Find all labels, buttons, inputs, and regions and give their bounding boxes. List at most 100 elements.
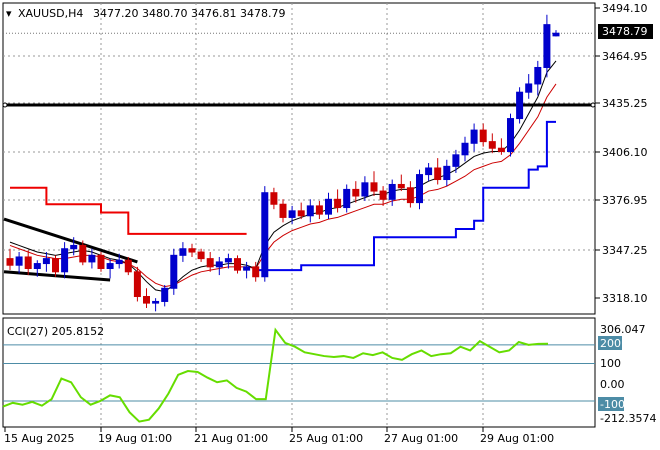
cci-axis[interactable]: 306.047 200 100 0.00 -100 -212.3574	[598, 323, 656, 425]
price-tick: 3435.25	[602, 97, 648, 110]
candle-body	[425, 167, 433, 176]
cci-pane[interactable]	[2, 317, 596, 428]
candle-body	[252, 266, 260, 278]
candle-body	[197, 251, 205, 260]
price-tick: 3494.10	[602, 2, 648, 15]
candle-body	[552, 32, 560, 37]
candle-body	[261, 192, 269, 278]
cci-tick-100: 100	[600, 357, 621, 370]
candle-body	[188, 248, 196, 253]
candle-body	[133, 271, 141, 298]
candle-body	[525, 83, 533, 93]
symbol-collapse-icon[interactable]: ▾	[6, 7, 12, 20]
candle-body	[516, 91, 524, 120]
candle-body	[497, 147, 505, 153]
candle-body	[507, 118, 514, 153]
candle-body	[15, 256, 23, 266]
cci-tick-max: 306.047	[600, 323, 646, 336]
candle-body	[42, 258, 50, 265]
candle-body	[88, 254, 96, 263]
candle-body	[243, 266, 251, 271]
candle-body	[61, 248, 69, 273]
candle-body	[315, 205, 323, 215]
time-label: 15 Aug 2025	[4, 432, 74, 445]
candle-body	[379, 190, 387, 200]
candle-body	[434, 167, 442, 181]
candle-body	[97, 254, 105, 270]
cci-tick-min: -212.3574	[600, 412, 656, 425]
candle-body	[143, 296, 150, 304]
candle-body	[161, 287, 169, 302]
candle-body	[452, 154, 460, 167]
candle-body	[406, 187, 414, 204]
candle-body	[461, 142, 469, 156]
candles	[6, 14, 560, 312]
resistance-band	[10, 186, 247, 235]
candle-body	[306, 205, 314, 217]
trendlines[interactable]	[2, 102, 596, 282]
candle-body	[206, 258, 214, 268]
cci-line	[2, 327, 549, 423]
time-axis[interactable]: 15 Aug 2025 19 Aug 01:00 21 Aug 01:00 25…	[4, 427, 554, 445]
candle-body	[24, 256, 32, 270]
candle-body	[79, 244, 87, 263]
candle-body	[224, 258, 232, 263]
candle-body	[352, 188, 360, 197]
cci-label: CCI(27) 205.8152	[7, 325, 104, 338]
ohlc-readout: 3477.20 3480.70 3476.81 3478.79	[93, 7, 285, 20]
cci-tick-0: 0.00	[600, 378, 625, 391]
candle-body	[479, 129, 487, 143]
candle-body	[325, 198, 332, 215]
candle-body	[6, 258, 14, 266]
price-axis[interactable]: 3494.10 3464.95 3435.25 3406.10 3376.95 …	[595, 2, 648, 305]
candle-body	[361, 182, 369, 197]
price-tick: 3406.10	[602, 146, 648, 159]
time-label: 19 Aug 01:00	[98, 432, 172, 445]
candle-body	[106, 263, 114, 270]
cci-tick-200: 200	[600, 337, 621, 350]
candle-body	[388, 183, 396, 200]
candle-body	[297, 210, 305, 217]
candle-body	[279, 203, 287, 218]
current-price-label: 3478.79	[598, 24, 653, 39]
cci-indicator	[2, 327, 549, 423]
price-tick: 3347.25	[602, 244, 648, 257]
candle-body	[124, 259, 132, 273]
candle-body	[270, 192, 278, 205]
candle-body	[215, 261, 223, 268]
cci-tick-minus100: -100	[600, 398, 625, 411]
candle-body	[397, 183, 405, 189]
candle-body	[443, 165, 451, 181]
candle-body	[115, 259, 123, 265]
price-tick: 3376.95	[602, 194, 648, 207]
candle-body	[343, 188, 351, 209]
hline-anchor-left	[2, 102, 8, 108]
trendline-lower	[3, 270, 111, 282]
trendline-upper	[3, 217, 138, 264]
time-label: 21 Aug 01:00	[194, 432, 268, 445]
candle-body	[534, 66, 542, 85]
candle-body	[416, 174, 423, 204]
svg-text:3478.79: 3478.79	[602, 25, 648, 38]
price-tick: 3318.10	[602, 292, 648, 305]
candle-body	[152, 300, 160, 304]
support-band	[255, 120, 556, 272]
time-label: 27 Aug 01:00	[384, 432, 458, 445]
candle-body	[288, 210, 296, 218]
candle-body	[70, 244, 78, 250]
candle-body	[170, 254, 178, 289]
candle-body	[33, 263, 41, 270]
candle-body	[543, 24, 551, 68]
time-label: 29 Aug 01:00	[480, 432, 554, 445]
candle-body	[488, 141, 496, 149]
candle-body	[370, 182, 378, 192]
candle-body	[179, 248, 187, 256]
price-tick: 3464.95	[602, 50, 648, 63]
candle-body	[52, 258, 59, 273]
candle-body	[234, 258, 241, 271]
grid-lines	[3, 3, 595, 427]
candle-body	[470, 129, 478, 144]
candle-body	[334, 198, 342, 209]
time-label: 25 Aug 01:00	[289, 432, 363, 445]
